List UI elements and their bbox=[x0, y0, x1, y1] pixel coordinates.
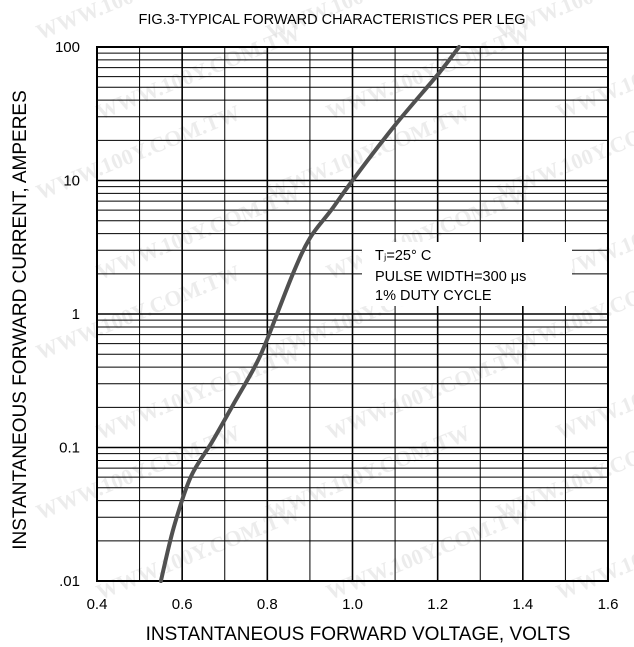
y-tick-label: 10 bbox=[63, 173, 80, 190]
watermark-text-23: WWW.100Y.COM.TW bbox=[553, 500, 634, 605]
watermark-text-22: WWW.100Y.COM.TW bbox=[323, 500, 534, 605]
watermark-text-16: WWW.100Y.COM.TW bbox=[323, 340, 534, 445]
x-tick-label: 0.6 bbox=[172, 596, 193, 613]
annotation-temperature: Tⱼ=25° C bbox=[375, 248, 431, 264]
watermark-text-12: WWW.100Y.COM.TW bbox=[33, 260, 244, 365]
x-tick-label: 0.4 bbox=[87, 596, 108, 613]
watermark-text-17: WWW.100Y.COM.TW bbox=[553, 340, 634, 445]
annotation-background bbox=[362, 242, 572, 306]
y-tick-label: 1 bbox=[72, 306, 80, 323]
y-tick-label: 0.1 bbox=[59, 440, 80, 457]
watermark-text-4: WWW.100Y.COM.TW bbox=[323, 20, 534, 125]
y-tick-label: 100 bbox=[55, 39, 80, 56]
x-tick-label: 0.8 bbox=[257, 596, 278, 613]
annotation-duty-cycle: 1% DUTY CYCLE bbox=[375, 288, 492, 304]
watermark-text-5: WWW.100Y.COM.TW bbox=[553, 20, 634, 125]
x-axis-label: INSTANTANEOUS FORWARD VOLTAGE, VOLTS bbox=[146, 624, 571, 645]
tick-labels: 0.4 0.6 0.8 1.0 1.2 1.4 1.6 .01 0.1 1 10 100 bbox=[55, 39, 618, 613]
annotation-box: Tⱼ=25° C PULSE WIDTH=300 μs 1% DUTY CYCL… bbox=[362, 242, 572, 306]
series-line bbox=[158, 45, 461, 583]
x-tick-label: 1.2 bbox=[427, 596, 448, 613]
x-tick-label: 1.0 bbox=[342, 596, 363, 613]
annotation-pulse-width: PULSE WIDTH=300 μs bbox=[375, 269, 526, 285]
chart-title: FIG.3-TYPICAL FORWARD CHARACTERISTICS PE… bbox=[139, 12, 526, 28]
x-tick-label: 1.4 bbox=[512, 596, 533, 613]
watermark-text-9: WWW.100Y.COM.TW bbox=[93, 180, 304, 285]
x-tick-label: 1.6 bbox=[598, 596, 619, 613]
watermark-text-21: WWW.100Y.COM.TW bbox=[93, 500, 304, 605]
watermark-text-15: WWW.100Y.COM.TW bbox=[93, 340, 304, 445]
plot-frame bbox=[96, 46, 609, 582]
y-axis-label: INSTANTANEOUS FORWARD CURRENT, AMPERES bbox=[10, 90, 31, 550]
y-tick-label: .01 bbox=[59, 573, 80, 590]
watermark-text-3: WWW.100Y.COM.TW bbox=[93, 20, 304, 125]
watermark-text-18: WWW.100Y.COM.TW bbox=[33, 420, 244, 525]
